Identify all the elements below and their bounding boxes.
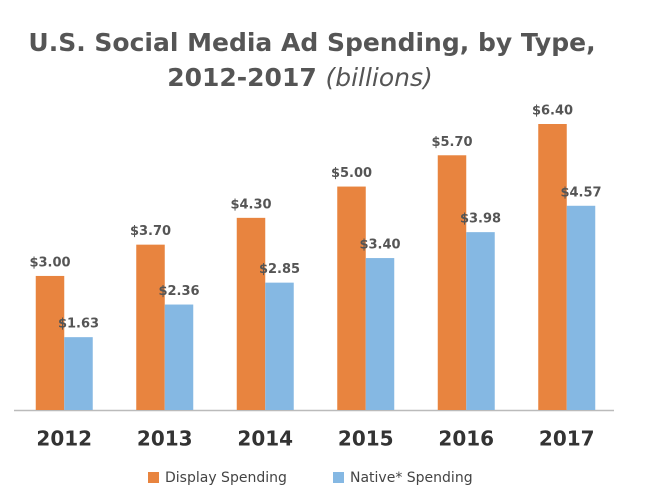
chart-title: U.S. Social Media Ad Spending, by Type, <box>28 28 595 57</box>
legend-label: Native* Spending <box>350 470 473 486</box>
bar <box>64 337 93 410</box>
value-label: $4.57 <box>560 185 601 200</box>
value-label: $1.63 <box>58 317 99 332</box>
value-label: $2.85 <box>259 262 300 277</box>
value-label: $3.98 <box>460 212 501 227</box>
bar <box>265 282 294 410</box>
bar <box>164 304 194 410</box>
bar <box>566 205 596 410</box>
legend-label: Display Spending <box>165 470 287 486</box>
bar <box>365 258 395 410</box>
bar <box>437 155 467 410</box>
chart-title: 2012-2017 (billions) <box>167 63 433 92</box>
value-label: $4.30 <box>230 197 271 212</box>
bar <box>136 244 165 410</box>
x-tick-label: 2017 <box>539 427 595 451</box>
bar <box>35 275 65 410</box>
value-label: $6.40 <box>532 104 573 119</box>
chart-title-years: 2012-2017 <box>167 63 317 92</box>
x-tick-label: 2013 <box>137 427 193 451</box>
x-tick-label: 2014 <box>237 427 293 451</box>
chart-title-unit: (billions) <box>325 63 432 92</box>
x-tick-label: 2015 <box>338 427 394 451</box>
x-tick-label: 2012 <box>36 427 92 451</box>
legend-swatch <box>148 472 159 483</box>
bar <box>236 217 266 410</box>
value-label: $3.00 <box>29 255 70 270</box>
bar <box>337 186 366 410</box>
bar <box>466 232 495 410</box>
value-label: $5.70 <box>431 135 472 150</box>
value-label: $3.40 <box>359 238 400 253</box>
value-label: $3.70 <box>130 224 171 239</box>
bar <box>538 124 567 410</box>
x-tick-label: 2016 <box>438 427 494 451</box>
legend-swatch <box>333 472 344 483</box>
value-label: $5.00 <box>331 166 372 181</box>
value-label: $2.36 <box>158 284 199 299</box>
